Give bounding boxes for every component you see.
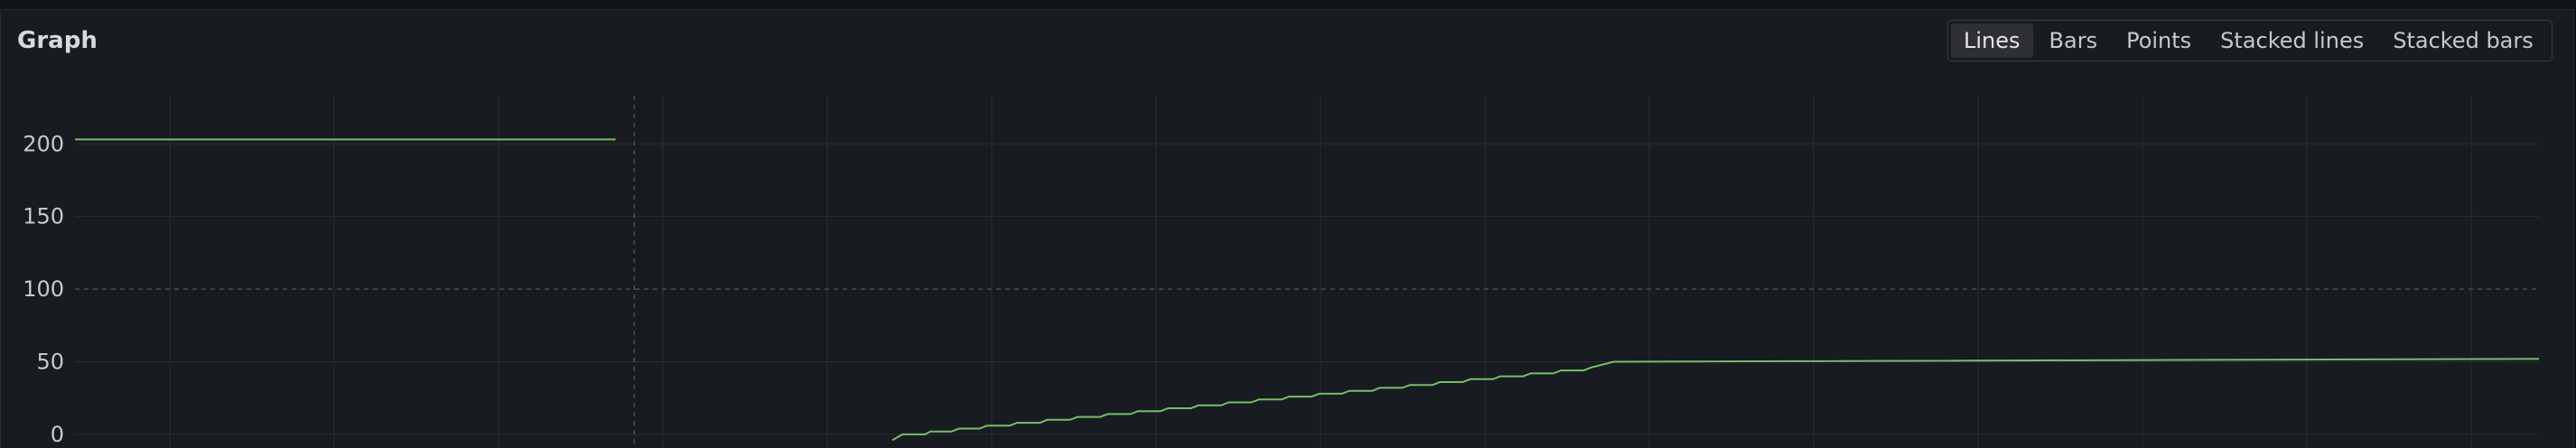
y-tick-label: 150 [23,204,64,229]
y-axis: 0 50 100 150 200 [23,131,64,447]
series-line [891,358,2540,442]
y-tick-label: 200 [23,131,64,156]
toggle-points[interactable]: Points [2126,28,2192,53]
toggle-bars[interactable]: Bars [2049,28,2098,53]
y-tick-label: 50 [36,350,64,375]
series-layer [75,138,2540,442]
panel-title: Graph [17,27,98,54]
graph-panel: Graph Lines Bars Points Stacked lines St… [0,9,2574,448]
toggle-stacked-bars[interactable]: Stacked bars [2393,28,2534,53]
toggle-lines[interactable]: Lines [1951,23,2033,58]
y-tick-label: 100 [23,276,64,302]
y-tick-label: 0 [51,422,64,447]
chart-grid [75,96,2539,448]
visualization-toggle: Lines Bars Points Stacked lines Stacked … [1947,20,2553,61]
toggle-stacked-lines[interactable]: Stacked lines [2220,28,2365,53]
line-chart: 0 50 100 150 200 [23,96,2540,448]
